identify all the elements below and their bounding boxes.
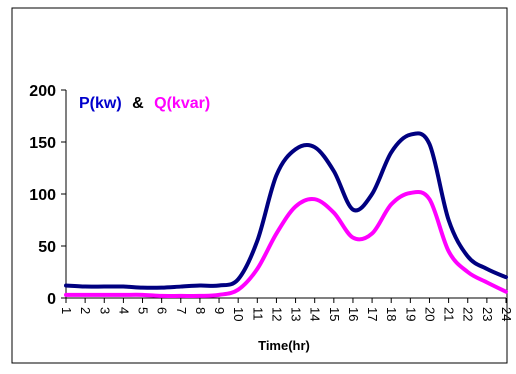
x-tick-label: 23 [480,307,495,321]
x-tick-label: 9 [212,307,227,314]
legend-p-label: P(kw) [79,95,122,112]
x-tick-label: 5 [136,307,151,314]
chart-frame [11,7,508,364]
x-tick-label: 10 [231,307,246,321]
series-layer [64,131,508,298]
x-tick-label: 2 [78,307,93,314]
y-tick-label: 200 [29,83,56,100]
x-tick-label: 8 [193,307,208,314]
legend-separator: & [132,95,144,112]
x-tick-label: 3 [97,307,112,314]
x-tick-label: 22 [461,307,476,321]
x-tick-label: 21 [442,307,457,321]
x-tick-label: 20 [422,307,437,321]
x-tick-label: 11 [250,307,265,321]
x-tick-label: 14 [308,307,323,321]
y-tick-label: 0 [47,291,56,308]
x-tick-label: 1 [59,307,74,314]
series-line-q-kvar [64,189,508,298]
y-tick-label: 150 [29,135,56,152]
x-tick-label: 17 [365,307,380,321]
legend-q-label: Q(kvar) [154,95,210,112]
x-tick-label: 12 [269,307,284,321]
y-axis: 0 50 100 150 200 [29,83,67,308]
x-axis: 1 2 3 4 5 6 7 8 9 10 11 12 13 14 15 16 17 18 19 20 21 22 23 24 [59,297,514,321]
x-tick-label: 18 [384,307,399,321]
x-tick-label: 19 [403,307,418,321]
x-tick-label: 15 [327,307,342,321]
x-tick-label: 16 [346,307,361,321]
x-tick-label: 13 [289,307,304,321]
x-tick-label: 6 [155,307,170,314]
chart-legend: P(kw) & Q(kvar) [79,95,210,112]
x-tick-label: 7 [174,307,189,314]
x-tick-label: 4 [116,307,131,314]
x-tick-label: 24 [499,307,514,321]
y-tick-label: 100 [29,187,56,204]
series-line-p-kw [64,131,508,290]
x-axis-title: Time(hr) [258,338,310,353]
y-tick-label: 50 [38,239,56,256]
